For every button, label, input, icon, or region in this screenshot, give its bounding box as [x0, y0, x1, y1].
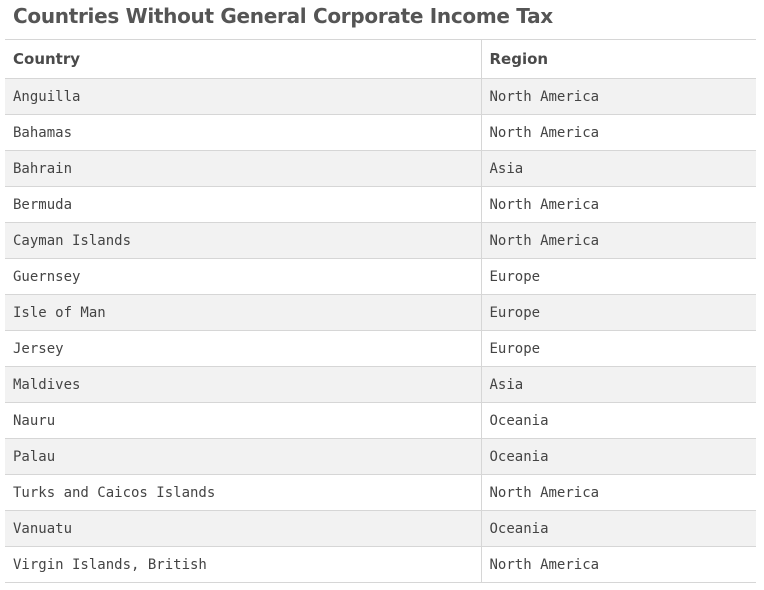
table-row: Guernsey Europe: [5, 258, 756, 295]
table-row: Bermuda North America: [5, 186, 756, 223]
table-row: Palau Oceania: [5, 438, 756, 475]
table-row: Bahrain Asia: [5, 150, 756, 187]
region-cell: North America: [480, 474, 756, 511]
region-cell: Asia: [480, 150, 756, 187]
region-cell: North America: [480, 186, 756, 223]
region-cell: North America: [480, 78, 756, 115]
region-cell: North America: [480, 546, 756, 583]
region-cell: North America: [480, 114, 756, 151]
country-cell: Bermuda: [5, 186, 481, 223]
country-cell: Bahrain: [5, 150, 481, 187]
table-row: Cayman Islands North America: [5, 222, 756, 259]
region-cell: Europe: [480, 330, 756, 367]
region-cell: Europe: [480, 294, 756, 331]
country-cell: Anguilla: [5, 78, 481, 115]
country-cell: Jersey: [5, 330, 481, 367]
region-cell: Europe: [480, 258, 756, 295]
column-header-region: Region: [480, 39, 756, 79]
country-cell: Isle of Man: [5, 294, 481, 331]
table-row: Jersey Europe: [5, 330, 756, 367]
country-cell: Turks and Caicos Islands: [5, 474, 481, 511]
country-cell: Palau: [5, 438, 481, 475]
countries-table: Country Region Anguilla North America Baha…: [5, 39, 756, 583]
table-body: Anguilla North America Bahamas North Americ…: [5, 78, 756, 583]
region-cell: Oceania: [480, 402, 756, 439]
table-row: Isle of Man Europe: [5, 294, 756, 331]
country-cell: Bahamas: [5, 114, 481, 151]
table-row: Nauru Oceania: [5, 402, 756, 439]
region-cell: Oceania: [480, 510, 756, 547]
country-cell: Cayman Islands: [5, 222, 481, 259]
region-cell: Oceania: [480, 438, 756, 475]
country-cell: Virgin Islands, British: [5, 546, 481, 583]
region-cell: North America: [480, 222, 756, 259]
country-cell: Maldives: [5, 366, 481, 403]
table-row: Anguilla North America: [5, 78, 756, 115]
table-title: Countries Without General Corporate Inco…: [13, 4, 553, 28]
table-row: Virgin Islands, British North America: [5, 546, 756, 583]
header-row: Country Region: [5, 39, 756, 79]
column-header-country: Country: [5, 39, 481, 79]
table-row: Maldives Asia: [5, 366, 756, 403]
region-cell: Asia: [480, 366, 756, 403]
table-row: Bahamas North America: [5, 114, 756, 151]
country-cell: Guernsey: [5, 258, 481, 295]
table-row: Vanuatu Oceania: [5, 510, 756, 547]
country-cell: Nauru: [5, 402, 481, 439]
table-row: Turks and Caicos Islands North America: [5, 474, 756, 511]
country-cell: Vanuatu: [5, 510, 481, 547]
